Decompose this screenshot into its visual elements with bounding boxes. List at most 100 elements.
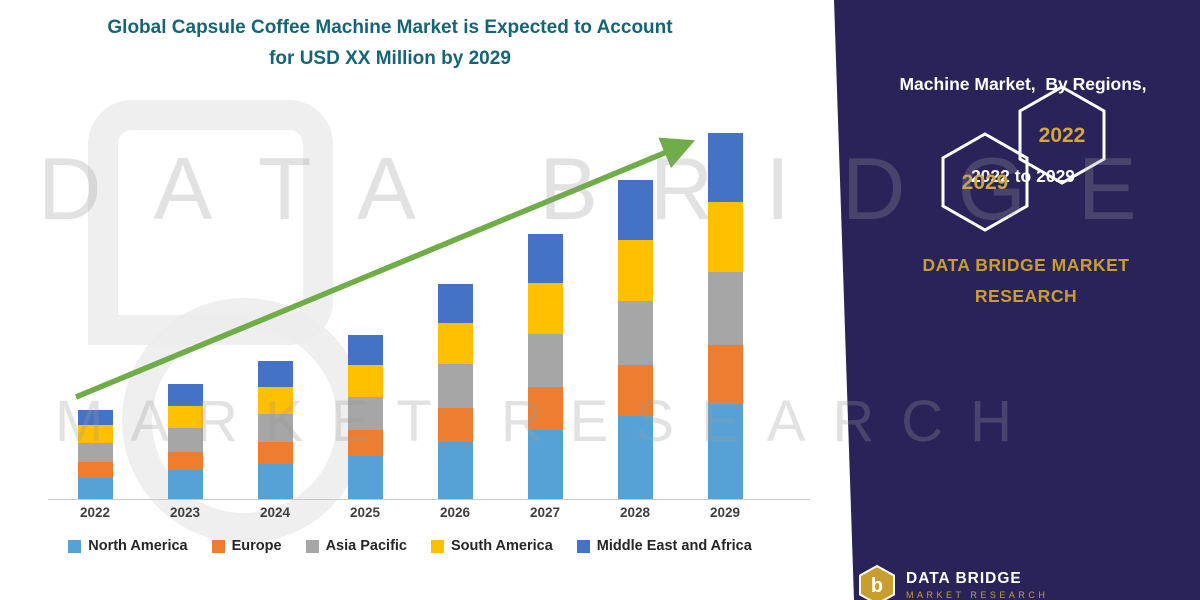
bar-segment-2022 — [77, 461, 113, 478]
legend-item: Europe — [211, 538, 282, 554]
bar-segment-2028 — [617, 180, 653, 240]
hexagon-2022 — [1018, 85, 1106, 185]
bar-column — [320, 98, 410, 500]
bar-column — [500, 98, 590, 500]
bar-column — [140, 98, 230, 500]
bar-segment-2028 — [617, 239, 653, 302]
bar-segment-2023 — [167, 451, 203, 470]
stacked-bar-2024 — [257, 361, 293, 500]
bar-segment-2024 — [257, 441, 293, 464]
footer-brand: DATA BRIDGE — [906, 570, 1022, 587]
bar-segment-2024 — [257, 387, 293, 414]
bar-column — [590, 98, 680, 500]
stacked-bar-2023 — [167, 384, 203, 500]
legend-swatch — [68, 539, 82, 553]
bar-segment-2029 — [707, 271, 743, 346]
bar-segment-2028 — [617, 301, 653, 366]
footer-logo-text: DATA BRIDGE MARKET RESEARCH — [906, 570, 1048, 600]
footer-logo-letter: b — [871, 575, 883, 597]
bar-segment-2024 — [257, 413, 293, 442]
legend-label: Middle East and Africa — [596, 538, 752, 554]
legend-swatch — [431, 539, 444, 553]
footer-logo: b DATA BRIDGE MARKET RESEARCH — [858, 564, 1048, 600]
bar-segment-2027 — [527, 334, 563, 388]
bar-segment-2028 — [617, 415, 653, 500]
bar-segment-2026 — [437, 407, 473, 442]
x-tick-label: 2024 — [259, 505, 291, 520]
stacked-bar-2027 — [527, 233, 563, 500]
bar-segment-2022 — [77, 409, 113, 425]
bar-segment-2025 — [347, 429, 383, 456]
bar-segment-2023 — [167, 427, 203, 452]
bar-segment-2025 — [347, 365, 383, 397]
hexagon-year-2029: 2029 — [962, 171, 1009, 194]
bar-column — [50, 98, 140, 500]
chart-title-line2: for USD XX Million by 2029 — [269, 48, 511, 70]
stacked-bar-2028 — [617, 180, 653, 500]
bar-segment-2026 — [437, 283, 473, 324]
legend-swatch — [305, 539, 319, 553]
bar-segment-2029 — [707, 201, 743, 272]
stacked-bar-2029 — [707, 133, 743, 500]
bar-column — [410, 98, 500, 500]
bar-segment-2027 — [527, 387, 563, 430]
bar-segment-2023 — [167, 405, 203, 428]
legend-label: South America — [451, 538, 553, 554]
bar-segment-2028 — [617, 365, 653, 416]
year-hexagons: 2029 2022 — [941, 85, 1106, 232]
legend-item: Middle East and Africa — [576, 538, 752, 554]
hexagon-year-2022: 2022 — [1039, 124, 1086, 147]
legend-item: Asia Pacific — [305, 538, 407, 554]
stacked-bar-2025 — [347, 335, 383, 500]
bar-segment-2026 — [437, 323, 473, 365]
bar-segment-2025 — [347, 455, 383, 500]
legend-item: South America — [431, 538, 553, 554]
panel-brand: DATA BRIDGE MARKET RESEARCH — [868, 250, 1184, 311]
panel-brand-line1: DATA BRIDGE MARKET — [922, 255, 1130, 275]
x-tick-label: 2023 — [169, 505, 201, 520]
bar-segment-2029 — [707, 133, 743, 202]
legend-item: North America — [68, 538, 188, 554]
x-axis-line — [48, 499, 810, 500]
panel-brand-line2: RESEARCH — [974, 285, 1078, 306]
panel-heading-line1: Machine Market, By Regions, — [899, 74, 1147, 95]
bar-segment-2024 — [257, 361, 293, 388]
footer-logo-hexagon-icon: b — [859, 564, 895, 600]
stacked-bar-2022 — [77, 409, 113, 500]
legend-label: Europe — [231, 538, 282, 554]
footer-sub: MARKET RESEARCH — [906, 590, 1049, 600]
bar-segment-2022 — [77, 442, 113, 462]
x-tick-label: 2028 — [619, 505, 651, 520]
bars — [50, 98, 770, 500]
x-tick-label: 2027 — [529, 505, 561, 520]
bar-segment-2027 — [527, 233, 563, 283]
bar-segment-2022 — [77, 424, 113, 443]
x-tick-label: 2026 — [439, 505, 471, 520]
x-axis-labels: 2022 2023 2024 2025 2026 2027 2028 2029 — [50, 505, 770, 520]
legend-swatch — [576, 539, 590, 553]
bar-segment-2024 — [257, 463, 293, 500]
legend-label: North America — [88, 538, 188, 554]
bar-segment-2025 — [347, 335, 383, 366]
bar-segment-2026 — [437, 364, 473, 408]
bar-segment-2023 — [167, 469, 203, 500]
bar-column — [680, 98, 770, 500]
legend-swatch — [211, 539, 225, 553]
chart-title-line1: Global Capsule Coffee Machine Market is … — [107, 17, 673, 38]
bar-segment-2027 — [527, 282, 563, 335]
legend: North America Europe Asia Pacific South Ame… — [40, 538, 780, 554]
legend-label: Asia Pacific — [325, 538, 407, 554]
stacked-bar-2026 — [437, 283, 473, 500]
side-panel: Machine Market, By Regions, 2022 to 2029… — [834, 0, 1200, 600]
bar-segment-2025 — [347, 396, 383, 430]
bar-segment-2026 — [437, 441, 473, 500]
plot-area — [50, 98, 770, 500]
bar-segment-2023 — [167, 384, 203, 406]
chart-title: Global Capsule Coffee Machine Market is … — [30, 12, 750, 75]
bar-segment-2022 — [77, 477, 113, 500]
bar-segment-2029 — [707, 403, 743, 500]
bar-segment-2029 — [707, 345, 743, 404]
bar-column — [230, 98, 320, 500]
bar-segment-2027 — [527, 429, 563, 500]
x-tick-label: 2022 — [79, 505, 111, 520]
